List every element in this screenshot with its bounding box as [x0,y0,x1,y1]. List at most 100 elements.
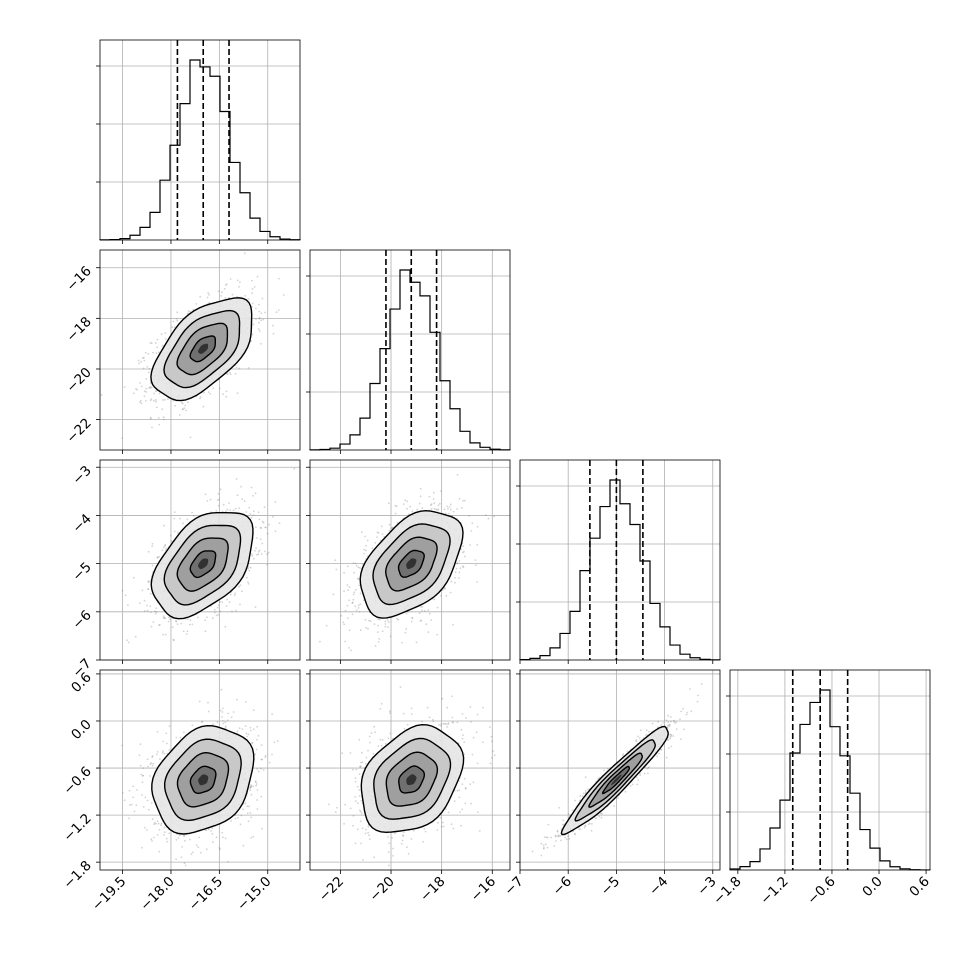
sample-point [367,627,369,630]
histogram [309,269,511,451]
sample-point [181,408,184,411]
sample-point [252,557,255,560]
sample-point [158,624,161,626]
sample-point [221,707,224,710]
sample-point [263,506,266,509]
sample-point [143,356,145,359]
sample-point [384,625,387,628]
sample-point [452,510,455,513]
sample-point [255,784,257,787]
sample-point [153,392,156,395]
sample-point [343,623,346,626]
sample-point [222,393,225,395]
sample-point [163,826,166,829]
sample-point [230,820,233,822]
sample-point [432,498,435,500]
sample-point [161,408,164,411]
sample-point [250,836,253,839]
scatter-panel [99,249,301,451]
sample-point [164,338,167,340]
sample-point [235,366,238,369]
sample-point [381,630,384,632]
sample-point [100,394,103,396]
sample-point [259,526,262,529]
sample-point [247,566,250,568]
sample-point [197,846,200,849]
sample-point [154,342,157,344]
sample-point [173,511,176,513]
sample-point [173,326,176,328]
sample-point [150,342,153,345]
sample-point [163,524,165,527]
sample-point [175,317,178,320]
sample-point [238,286,240,288]
sample-point [222,503,225,506]
sample-point [192,308,195,311]
sample-point [149,399,152,402]
sample-point [247,567,250,570]
sample-point [140,402,143,405]
sample-point [152,399,155,402]
sample-point [463,499,466,502]
sample-point [184,839,186,842]
sample-point [233,594,236,597]
sample-point [154,612,157,615]
sample-point [411,617,414,619]
sample-point [226,373,229,376]
sample-point [141,589,144,592]
sample-point [240,485,243,488]
sample-point [421,507,424,510]
sample-point [255,783,258,785]
sample-point [475,564,477,566]
sample-point [256,738,258,741]
sample-point [389,635,392,638]
sample-point [232,509,235,512]
sample-point [209,393,212,395]
sample-point [221,711,224,713]
sample-point [151,840,153,842]
sample-point [278,522,281,525]
sample-point [185,633,188,635]
sample-point [359,603,362,606]
sample-point [150,398,153,400]
sample-point [158,850,161,853]
sample-point [143,826,146,829]
sample-point [353,591,356,594]
sample-point [348,629,351,632]
sample-point [191,851,194,854]
sample-point [274,530,277,533]
sample-point [157,351,160,354]
sample-point [225,605,228,607]
sample-point [404,631,407,634]
sample-point [454,577,456,579]
sample-point [207,391,210,393]
sample-point [212,841,214,844]
sample-point [262,318,265,321]
sample-point [239,584,242,587]
sample-point [249,566,252,569]
contour-line [150,297,253,402]
sample-point [452,623,454,626]
sample-point [157,417,160,419]
sample-point [435,508,438,511]
sample-point [251,302,254,305]
sample-point [221,720,224,722]
sample-point [464,555,466,558]
sample-point [217,492,220,495]
sample-point [366,539,369,542]
y-tick-label: −20 [63,365,94,396]
histogram [99,59,301,241]
sample-point [143,610,146,612]
y-tick-label: −22 [63,415,94,446]
sample-point [231,293,234,296]
sample-point [163,834,165,836]
sample-point [374,541,377,544]
sample-point [146,366,149,368]
sample-point [189,619,192,622]
sample-point [355,588,357,591]
sample-point [248,506,251,509]
sample-point [136,389,139,391]
sample-point [470,530,473,532]
sample-point [168,832,171,835]
contour-line [189,335,216,363]
